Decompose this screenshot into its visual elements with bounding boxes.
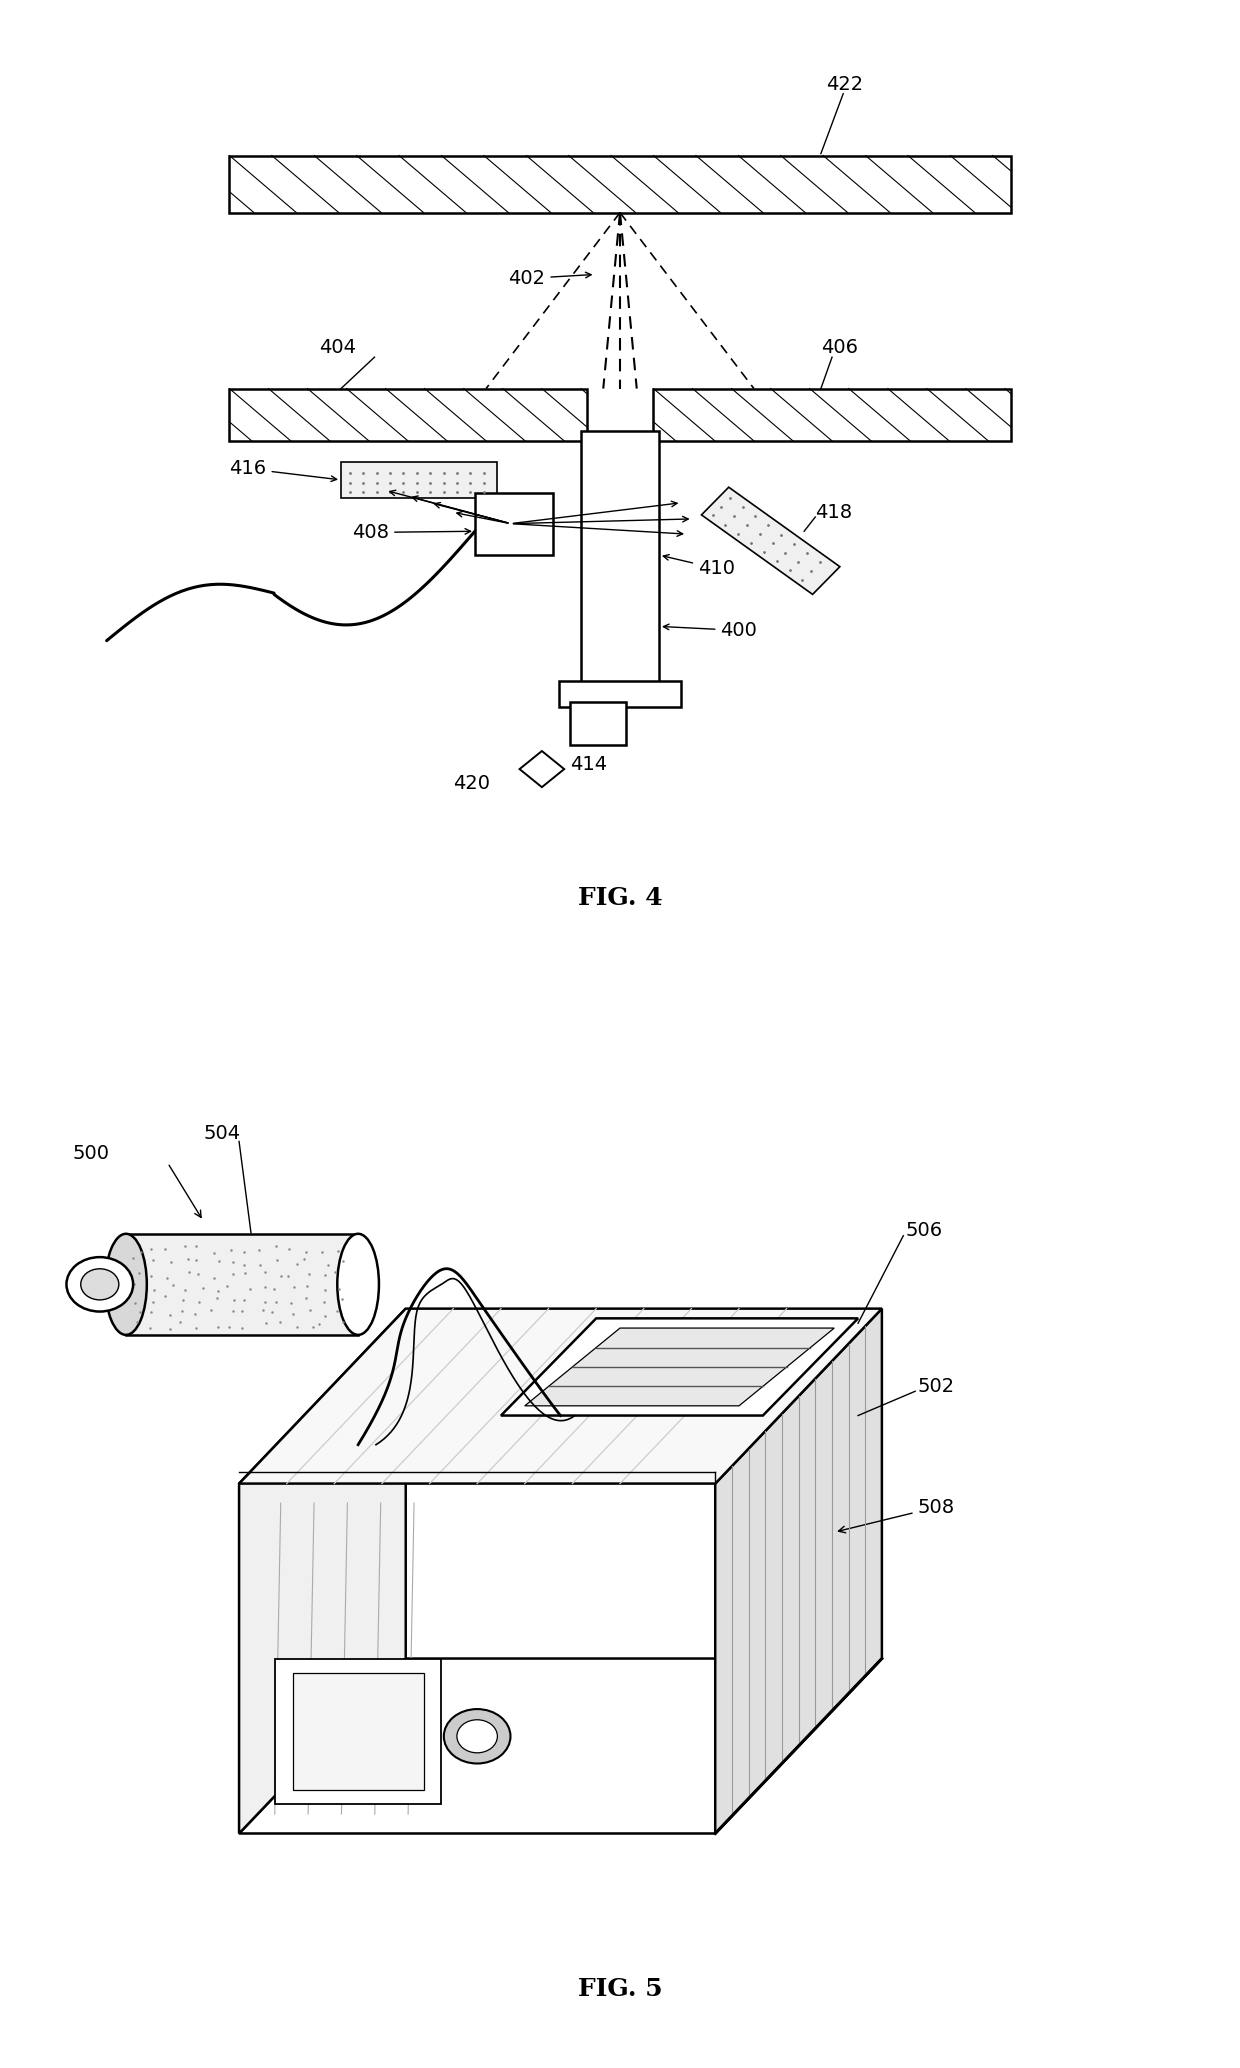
Text: 504: 504 [203,1125,241,1144]
Text: 502: 502 [918,1377,955,1396]
Bar [580,432,660,689]
Bar [341,461,497,498]
Ellipse shape [337,1235,379,1334]
Text: 500: 500 [72,1144,109,1162]
Text: 420: 420 [453,773,490,792]
Polygon shape [239,1309,405,1834]
Text: 506: 506 [905,1222,942,1241]
Text: 406: 406 [821,339,858,358]
Text: 416: 416 [229,459,337,482]
Circle shape [444,1708,511,1764]
Polygon shape [275,1659,441,1803]
Text: 412: 412 [569,732,606,751]
Bar [559,680,682,707]
Text: 402: 402 [508,269,591,287]
Circle shape [456,1721,497,1754]
Circle shape [67,1257,133,1311]
Polygon shape [501,1319,858,1415]
Polygon shape [293,1673,424,1789]
Circle shape [81,1270,119,1301]
Text: 408: 408 [352,523,471,542]
Text: FIG. 4: FIG. 4 [578,885,662,910]
Polygon shape [239,1309,882,1483]
Text: FIG. 5: FIG. 5 [578,1977,662,2002]
Polygon shape [702,488,839,594]
Text: 418: 418 [816,503,852,521]
Text: 508: 508 [838,1497,955,1532]
Text: 410: 410 [663,554,735,579]
Polygon shape [525,1328,835,1406]
Bar [653,389,1011,440]
Polygon shape [520,751,564,788]
Polygon shape [715,1309,882,1834]
Bar [126,1235,358,1334]
Bar [475,492,553,554]
Text: 400: 400 [663,620,758,639]
Bar [229,389,587,440]
Text: 414: 414 [569,755,606,773]
Text: 404: 404 [319,339,356,358]
Polygon shape [239,1659,882,1834]
Bar [569,703,625,744]
Ellipse shape [105,1235,146,1334]
Bar [229,155,1011,213]
Text: 422: 422 [826,74,863,93]
